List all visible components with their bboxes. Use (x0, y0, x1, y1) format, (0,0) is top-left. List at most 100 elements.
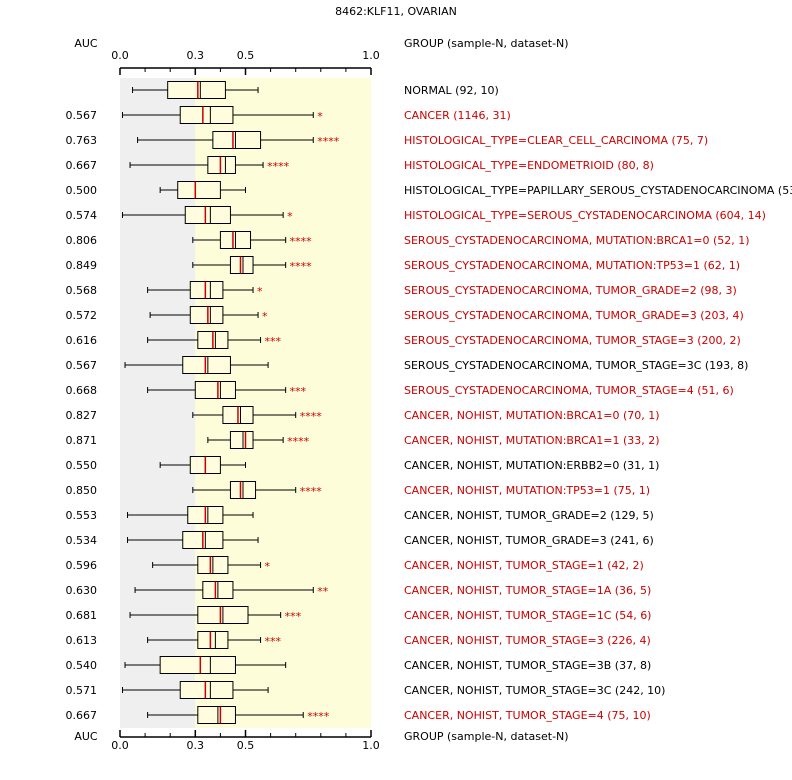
iqr-box (159, 656, 236, 674)
box-row: **** 0.667 HISTOLOGICAL_TYPE=ENDOMETRIOID … (66, 156, 654, 174)
tick-label: 0.5 (237, 739, 255, 752)
auc-value: 0.550 (66, 459, 98, 472)
box-row: * 0.596 CANCER, NOHIST, TUMOR_STAGE=1 (42,… (66, 556, 644, 574)
auc-value: 0.668 (66, 384, 98, 397)
significance-stars: **** (287, 435, 310, 448)
group-label: HISTOLOGICAL_TYPE=ENDOMETRIOID (80, 8) (404, 159, 654, 172)
group-label: CANCER, NOHIST, TUMOR_STAGE=1 (42, 2) (404, 559, 644, 572)
iqr-box (182, 356, 231, 374)
auc-value: 0.568 (66, 284, 98, 297)
box-row: **** 0.871 CANCER, NOHIST, MUTATION:BRCA1=… (66, 431, 660, 449)
significance-stars: ** (317, 585, 329, 598)
significance-stars: **** (317, 135, 340, 148)
group-label: CANCER, NOHIST, TUMOR_GRADE=3 (241, 6) (404, 534, 654, 547)
auc-value: 0.806 (66, 234, 98, 247)
box-row: *** 0.613 CANCER, NOHIST, TUMOR_STAGE=3 (2… (66, 631, 651, 649)
box-row: ** 0.630 CANCER, NOHIST, TUMOR_STAGE=1A (3… (66, 581, 651, 599)
significance-stars: **** (290, 260, 313, 273)
group-label: CANCER, NOHIST, MUTATION:TP53=1 (75, 1) (404, 484, 650, 497)
auc-header-bottom: AUC (74, 730, 98, 743)
group-label: SEROUS_CYSTADENOCARCINOMA, TUMOR_STAGE=3… (404, 359, 748, 372)
group-label: NORMAL (92, 10) (404, 84, 499, 97)
auc-value: 0.534 (66, 534, 98, 547)
auc-value: 0.827 (66, 409, 98, 422)
box-row: * 0.567 CANCER (1146, 31) (66, 106, 511, 124)
box-row: * 0.572 SEROUS_CYSTADENOCARCINOMA, TUMOR_G… (66, 306, 744, 324)
group-label: CANCER, NOHIST, TUMOR_STAGE=3C (242, 10) (404, 684, 665, 697)
iqr-box (197, 706, 236, 724)
auc-value: 0.667 (66, 709, 98, 722)
group-label: CANCER, NOHIST, MUTATION:BRCA1=1 (33, 2) (404, 434, 660, 447)
group-label: HISTOLOGICAL_TYPE=CLEAR_CELL_CARCINOMA (… (404, 134, 708, 147)
tick-label: 1.0 (362, 49, 380, 62)
group-label: CANCER, NOHIST, TUMOR_STAGE=3B (37, 8) (404, 659, 651, 672)
chart-title: 8462:KLF11, OVARIAN (335, 5, 457, 18)
box-row: *** 0.616 SEROUS_CYSTADENOCARCINOMA, TUMOR… (66, 331, 741, 349)
box-row: 0.500 HISTOLOGICAL_TYPE=PAPILLARY_SEROUS_… (66, 181, 792, 199)
box-row: 0.553 CANCER, NOHIST, TUMOR_GRADE=2 (129,… (66, 506, 654, 524)
significance-stars: *** (265, 335, 282, 348)
auc-value: 0.572 (66, 309, 98, 322)
x-axis-top: 0.0 0.3 0.5 1.0 (111, 49, 380, 75)
significance-stars: * (257, 285, 263, 298)
box-row: NORMAL (92, 10) (132, 81, 499, 99)
iqr-box (189, 281, 224, 299)
box-row: **** 0.763 HISTOLOGICAL_TYPE=CLEAR_CELL_CA… (66, 131, 708, 149)
group-label: CANCER (1146, 31) (404, 109, 511, 122)
box-row: **** 0.849 SEROUS_CYSTADENOCARCINOMA, MUTA… (66, 256, 740, 274)
box-row: *** 0.668 SEROUS_CYSTADENOCARCINOMA, TUMOR… (66, 381, 734, 399)
auc-value: 0.574 (66, 209, 98, 222)
significance-stars: **** (307, 710, 330, 723)
significance-stars: * (287, 210, 293, 223)
auc-value: 0.667 (66, 159, 98, 172)
iqr-box (194, 381, 236, 399)
iqr-box (167, 81, 226, 99)
box-rows: NORMAL (92, 10)*0.567 CANCER (1146, 31)**… (66, 81, 792, 724)
auc-value: 0.630 (66, 584, 98, 597)
auc-value: 0.567 (66, 109, 98, 122)
significance-stars: **** (267, 160, 290, 173)
significance-stars: *** (265, 635, 282, 648)
group-label: CANCER, NOHIST, TUMOR_STAGE=1A (36, 5) (404, 584, 651, 597)
auc-value: 0.540 (66, 659, 98, 672)
auc-value: 0.571 (66, 684, 98, 697)
auc-value: 0.500 (66, 184, 98, 197)
iqr-box (229, 431, 254, 449)
iqr-box (207, 156, 236, 174)
significance-stars: **** (300, 410, 323, 423)
box-row: 0.550 CANCER, NOHIST, MUTATION:ERBB2=0 (3… (66, 456, 659, 474)
iqr-box (197, 631, 229, 649)
box-row: 0.540 CANCER, NOHIST, TUMOR_STAGE=3B (37,… (66, 656, 651, 674)
box-row: **** 0.827 CANCER, NOHIST, MUTATION:BRCA1=… (66, 406, 660, 424)
iqr-box (179, 106, 234, 124)
auc-value: 0.616 (66, 334, 98, 347)
box-row: **** 0.850 CANCER, NOHIST, MUTATION:TP53=1… (66, 481, 650, 499)
significance-stars: *** (290, 385, 307, 398)
tick-label: 0.3 (187, 49, 205, 62)
group-label: CANCER, NOHIST, MUTATION:ERBB2=0 (31, 1) (404, 459, 659, 472)
auc-value: 0.613 (66, 634, 98, 647)
group-label: SEROUS_CYSTADENOCARCINOMA, TUMOR_GRADE=3… (404, 309, 744, 322)
significance-stars: **** (290, 235, 313, 248)
significance-stars: **** (300, 485, 323, 498)
group-label: CANCER, NOHIST, TUMOR_GRADE=2 (129, 5) (404, 509, 654, 522)
group-header-top: GROUP (sample-N, dataset-N) (404, 37, 569, 50)
box-row: *** 0.681 CANCER, NOHIST, TUMOR_STAGE=1C (… (66, 606, 651, 624)
auc-value: 0.849 (66, 259, 98, 272)
box-row: 0.534 CANCER, NOHIST, TUMOR_GRADE=3 (241,… (66, 531, 654, 549)
significance-stars: *** (285, 610, 302, 623)
iqr-box (229, 256, 254, 274)
tick-label: 0.0 (111, 739, 129, 752)
box-row: * 0.574 HISTOLOGICAL_TYPE=SEROUS_CYSTADENO… (66, 206, 766, 224)
group-header-bottom: GROUP (sample-N, dataset-N) (404, 730, 569, 743)
auc-value: 0.763 (66, 134, 98, 147)
box-row: **** 0.667 CANCER, NOHIST, TUMOR_STAGE=4 (… (66, 706, 651, 724)
group-label: SEROUS_CYSTADENOCARCINOMA, TUMOR_GRADE=2… (404, 284, 737, 297)
plot-bg-left (120, 78, 196, 728)
group-label: CANCER, NOHIST, MUTATION:BRCA1=0 (70, 1) (404, 409, 660, 422)
group-label: CANCER, NOHIST, TUMOR_STAGE=3 (226, 4) (404, 634, 651, 647)
auc-value: 0.871 (66, 434, 98, 447)
iqr-box (189, 306, 224, 324)
auc-value: 0.850 (66, 484, 98, 497)
